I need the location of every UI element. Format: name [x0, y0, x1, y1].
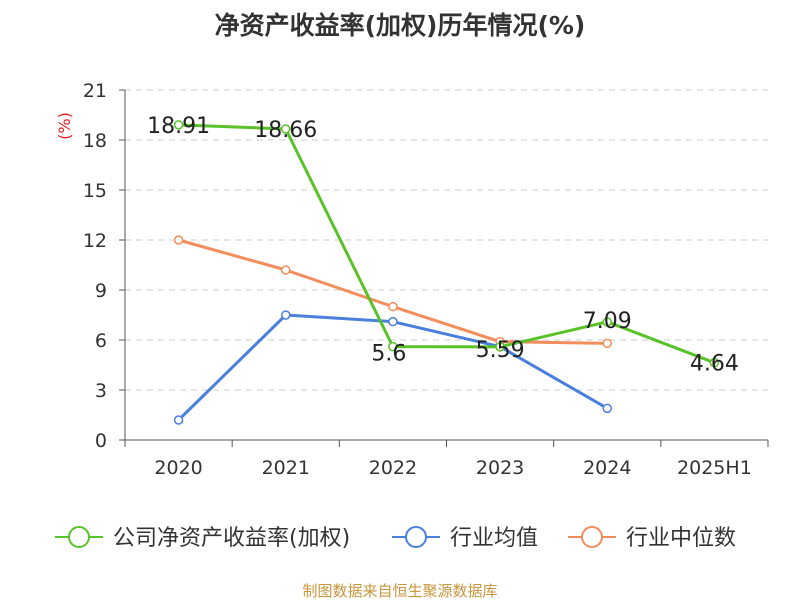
data-label: 5.59	[476, 338, 525, 363]
legend-item: 行业中位数	[568, 526, 736, 551]
x-tick-label: 2023	[476, 457, 524, 479]
series-1	[173, 310, 612, 425]
data-point	[173, 415, 184, 425]
data-point	[281, 265, 291, 275]
data-point	[388, 341, 398, 352]
legend-label: 行业均值	[450, 526, 538, 551]
legend-label: 行业中位数	[626, 526, 736, 551]
data-point	[281, 310, 291, 320]
data-label: 4.64	[690, 352, 739, 377]
data-point	[388, 316, 398, 327]
x-tick-label: 2020	[154, 457, 202, 479]
y-tick-label: 6	[95, 330, 107, 352]
y-tick-label: 18	[83, 130, 107, 152]
y-tick-label: 9	[95, 280, 107, 302]
data-point	[173, 120, 184, 130]
legend-marker	[405, 526, 427, 548]
x-tick-label: 2025H1	[677, 457, 752, 479]
data-label: 18.66	[254, 118, 317, 143]
data-point	[388, 301, 398, 312]
legend-marker	[68, 526, 90, 548]
y-tick-label: 21	[83, 80, 107, 102]
series-line	[178, 238, 608, 345]
data-label: 18.91	[147, 114, 210, 139]
series-line	[178, 123, 715, 365]
data-point	[602, 403, 612, 414]
x-tick-label: 2021	[262, 457, 310, 479]
data-point	[602, 338, 612, 349]
legend-label: 公司净资产收益率(加权)	[113, 526, 350, 551]
series-0	[173, 120, 720, 368]
data-point	[602, 317, 612, 327]
data-point	[495, 342, 505, 352]
y-axis-unit-label: (%)	[55, 112, 74, 140]
data-label: 5.6	[371, 342, 406, 367]
y-tick-label: 15	[83, 180, 107, 202]
legend-marker	[581, 526, 603, 548]
data-point	[709, 357, 720, 368]
source-note: 制图数据来自恒生聚源数据库	[302, 582, 498, 600]
series-2	[173, 235, 612, 349]
data-point	[281, 124, 291, 134]
y-tick-label: 0	[95, 430, 107, 452]
series-line	[177, 313, 608, 422]
legend-item: 行业均值	[392, 526, 538, 551]
legend-item: 公司净资产收益率(加权)	[55, 526, 350, 551]
chart-title: 净资产收益率(加权)历年情况(%)	[214, 11, 586, 40]
y-tick-label: 12	[83, 230, 107, 252]
data-point	[173, 235, 184, 245]
data-label: 7.09	[583, 309, 632, 334]
x-tick-label: 2022	[369, 457, 417, 479]
x-tick-label: 2024	[583, 457, 631, 479]
y-tick-label: 3	[95, 380, 107, 402]
